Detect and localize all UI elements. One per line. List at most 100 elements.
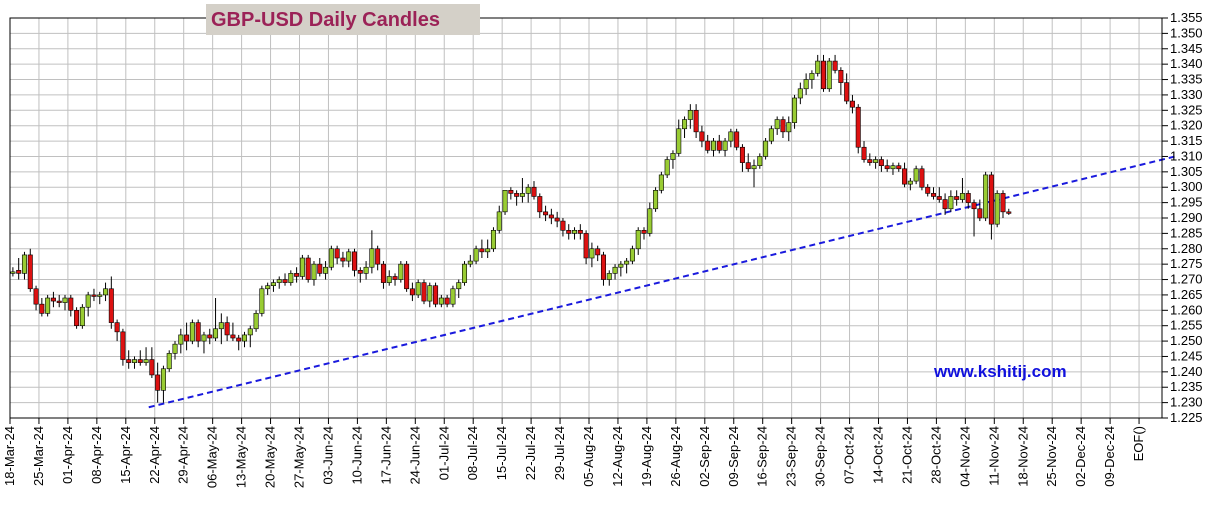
candle: [670, 150, 676, 169]
candle: [241, 331, 247, 348]
x-tick-label: 15-Apr-24: [118, 426, 133, 484]
candle-body-down: [108, 288, 114, 323]
candle-body-down: [878, 159, 884, 166]
candle-body-down: [340, 257, 346, 262]
candle-body-up: [959, 193, 965, 200]
candle-body-down: [224, 322, 230, 336]
candle: [577, 224, 583, 240]
candle: [352, 248, 358, 277]
candle: [531, 181, 537, 200]
chart-title-background: [206, 4, 480, 35]
candle-body-down: [902, 168, 908, 185]
candle-body-up: [792, 97, 798, 123]
candle-body-up: [21, 254, 27, 274]
candle-body-up: [722, 140, 728, 151]
candle-body-down: [849, 100, 855, 108]
candle: [641, 227, 647, 240]
candle: [595, 245, 601, 262]
candle: [334, 245, 340, 265]
candle: [902, 162, 908, 188]
candle-body-up: [265, 285, 271, 290]
x-tick-label: 21-Oct-24: [899, 426, 914, 484]
candle-body-up: [763, 140, 769, 157]
candle-body-down: [91, 294, 97, 297]
candle-body-up: [815, 60, 821, 74]
x-tick-label: 11-Nov-24: [986, 426, 1001, 486]
y-tick-label: 1.355: [1170, 10, 1203, 25]
candle: [896, 162, 902, 172]
candle-body-down: [421, 282, 427, 302]
candles: [10, 54, 1012, 403]
candle: [369, 230, 375, 274]
candle-body-down: [508, 190, 514, 194]
x-tick-label: 29-Jul-24: [552, 426, 567, 480]
x-tick-label: 22-Jul-24: [523, 426, 538, 480]
candle-body-down: [357, 270, 363, 274]
candle-body-up: [803, 79, 809, 90]
candle: [797, 82, 803, 105]
candle-body-up: [710, 140, 716, 151]
candle-body-down: [236, 337, 242, 342]
candle: [39, 298, 45, 317]
candle: [68, 294, 74, 317]
x-tick-label: 12-Aug-24: [610, 426, 625, 487]
watermark-text: www.kshitij.com: [933, 362, 1067, 381]
candle-body-up: [346, 251, 352, 262]
candle-body-up: [525, 186, 531, 194]
candle-body-up: [45, 297, 51, 314]
candle-body-up: [635, 230, 641, 250]
candle: [624, 258, 630, 274]
y-tick-label: 1.285: [1170, 225, 1203, 240]
candle: [253, 310, 259, 332]
candle-body-down: [334, 248, 340, 259]
x-tick-label: 05-Aug-24: [581, 426, 596, 487]
candle: [890, 162, 896, 175]
y-tick-label: 1.340: [1170, 56, 1203, 71]
candle: [265, 282, 271, 295]
candle-body-up: [438, 297, 444, 305]
x-tick-label: 30-Sep-24: [813, 426, 828, 487]
candle: [415, 279, 421, 298]
candle-body-down: [155, 374, 161, 391]
candle: [21, 251, 27, 280]
candle: [305, 254, 311, 283]
candle-body-up: [994, 193, 1000, 225]
candle: [792, 94, 798, 129]
candle-body-up: [682, 119, 688, 130]
candle: [276, 276, 282, 289]
y-tick-label: 1.280: [1170, 241, 1203, 256]
candle: [548, 208, 554, 225]
candle: [977, 199, 983, 222]
y-tick-label: 1.295: [1170, 195, 1203, 210]
candle: [114, 319, 120, 342]
x-tick-label: 14-Oct-24: [871, 426, 886, 484]
candle-body-down: [137, 359, 143, 363]
y-tick-label: 1.325: [1170, 102, 1203, 117]
x-tick-label: 01-Jul-24: [436, 426, 451, 480]
candle-body-down: [844, 82, 850, 102]
candle-body-up: [473, 248, 479, 262]
candle: [375, 245, 381, 271]
candle-body-down: [27, 254, 33, 290]
candle-body-up: [85, 294, 91, 308]
candle: [838, 67, 844, 95]
candle: [357, 267, 363, 283]
candle: [566, 224, 572, 240]
candle-body-down: [352, 251, 358, 271]
candle: [734, 128, 740, 151]
candle-body-up: [213, 328, 219, 339]
candle: [160, 365, 166, 403]
candle: [16, 258, 22, 280]
candle-body-up: [247, 328, 253, 336]
candle: [149, 347, 155, 378]
candle-body-up: [676, 128, 682, 154]
candle-body-up: [728, 131, 734, 142]
candle: [815, 54, 821, 77]
candle-body-up: [386, 276, 392, 283]
candle: [942, 193, 948, 215]
candle-body-up: [873, 159, 879, 163]
y-tick-label: 1.235: [1170, 379, 1203, 394]
x-tick-label: 18-Mar-24: [2, 426, 17, 486]
candle-body-down: [1006, 211, 1012, 214]
candle-body-up: [907, 180, 913, 185]
